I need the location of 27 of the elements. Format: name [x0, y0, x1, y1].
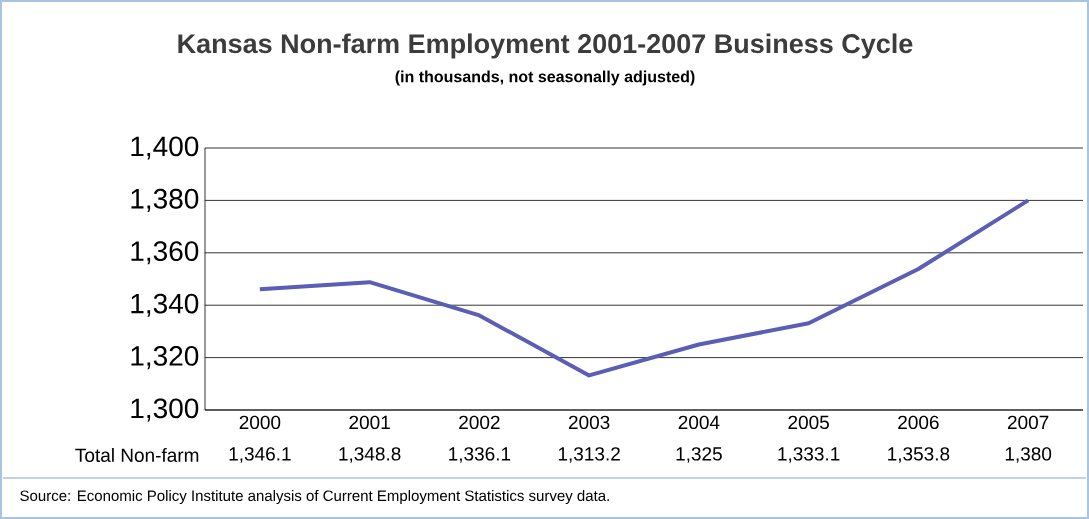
- chart-title: Kansas Non-farm Employment 2001-2007 Business Cycle: [178, 33, 913, 59]
- data-label: 1,336.1: [449, 447, 511, 463]
- x-tick-label: 2001: [349, 415, 390, 430]
- y-tick-label: 1,320: [131, 346, 199, 370]
- chart-subtitle: (in thousands, not seasonally adjusted): [395, 70, 695, 86]
- source-note: Source: Economic Policy Institute analysis of Current Employment Statistics survey data.: [20, 490, 609, 504]
- x-tick-label: 2004: [678, 415, 720, 430]
- y-tick-label: 1,340: [131, 293, 199, 317]
- data-label: 1,346.1: [229, 447, 291, 463]
- x-tick-label: 2006: [898, 415, 939, 430]
- text: Total Non-farm: [75, 448, 199, 462]
- data-label: 1,325: [676, 447, 722, 463]
- data-label: 1,313.2: [558, 447, 620, 463]
- x-tick-label: 2007: [1007, 415, 1049, 430]
- x-tick-label: 2005: [788, 415, 829, 430]
- y-tick-label: 1,400: [131, 136, 199, 160]
- y-tick-label: 1,300: [131, 398, 199, 422]
- data-label: 1,333.1: [778, 447, 840, 463]
- data-label: 1,348.8: [339, 447, 401, 463]
- x-tick-label: 2002: [459, 415, 500, 430]
- x-tick-label: 2000: [239, 415, 281, 430]
- x-tick-label: 2003: [568, 415, 610, 430]
- y-tick-label: 1,380: [131, 188, 199, 212]
- data-label: 1,353.8: [888, 447, 950, 463]
- y-tick-label: 1,360: [131, 241, 199, 265]
- line-series: [257, 198, 1031, 378]
- data-label: 1,380: [1005, 447, 1052, 463]
